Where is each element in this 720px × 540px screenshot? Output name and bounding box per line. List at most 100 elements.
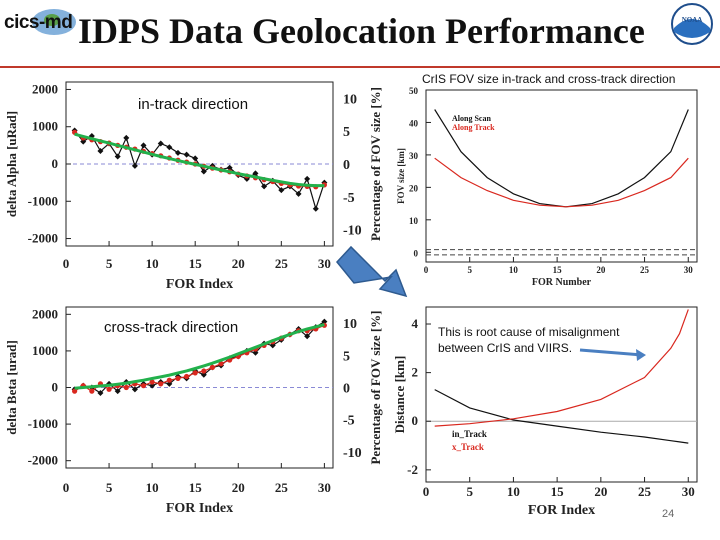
alpha-point-black — [97, 147, 104, 154]
beta-point-black — [131, 386, 138, 393]
fov-xtick-label: 25 — [640, 265, 650, 275]
root-cause-note: This is root cause of misalignment betwe… — [438, 325, 620, 355]
cross-track-label: cross-track direction — [104, 319, 239, 336]
fov-series-along-track — [434, 157, 689, 208]
cics-md-logo: cics-md — [4, 8, 78, 42]
fov-plot-frame — [425, 89, 698, 263]
alpha-point-black — [123, 134, 130, 141]
beta-point-black — [269, 342, 276, 349]
alpha-xtick-label: 20 — [232, 256, 245, 271]
noaa-logo-text: NOAA — [682, 16, 703, 24]
alpha-point-black — [80, 138, 87, 145]
alpha-point-black — [140, 142, 147, 149]
noaa-logo: NOAA — [670, 2, 714, 46]
alpha-point-black — [157, 140, 164, 147]
fov-legend-along-track: Along Track — [452, 123, 495, 132]
alpha-xtick-label: 5 — [106, 256, 113, 271]
beta-point-red — [218, 361, 224, 367]
alpha-point-black — [183, 151, 190, 158]
fov-y-label: FOV size [km] — [396, 148, 406, 204]
distance-ytick-label: 0 — [412, 413, 419, 428]
beta-point-red — [175, 375, 181, 381]
alpha-point-black — [312, 205, 319, 212]
alpha-y2tick-label: 5 — [343, 125, 350, 140]
distance-xtick-label: 15 — [551, 484, 565, 499]
alpha-point-black — [200, 168, 207, 175]
beta-ytick-label: 0 — [52, 380, 59, 395]
beta-y2tick-label: 10 — [343, 317, 357, 332]
alpha-xtick-label: 25 — [275, 256, 289, 271]
alpha-point-black — [252, 170, 259, 177]
beta-xtick-label: 25 — [275, 480, 289, 495]
alpha-y2tick-label: 10 — [343, 92, 357, 107]
beta-point-red — [201, 368, 207, 374]
fov-xtick-label: 15 — [553, 265, 563, 275]
beta-x-label: FOR Index — [166, 501, 233, 516]
alpha-xtick-label: 30 — [318, 256, 331, 271]
alpha-point-black — [295, 190, 302, 197]
alpha-ytick-label: -2000 — [28, 231, 58, 246]
beta-point-black — [97, 389, 104, 396]
beta-point-black — [321, 318, 328, 325]
beta-point-black — [166, 380, 173, 387]
alpha-ytick-label: -1000 — [28, 193, 58, 208]
distance-plot-frame — [425, 306, 698, 483]
alpha-y2tick-label: 0 — [343, 158, 350, 173]
beta-point-red — [158, 381, 164, 387]
alpha-point-black — [131, 162, 138, 169]
alpha-point-black — [174, 149, 181, 156]
alpha-ytick-label: 1000 — [32, 119, 58, 134]
beta-point-red — [123, 384, 129, 391]
alpha-xtick-label: 0 — [63, 256, 70, 271]
beta-xtick-label: 30 — [318, 480, 331, 495]
beta-point-black — [304, 333, 311, 340]
beta-point-red — [149, 379, 155, 385]
alpha-point-black — [114, 153, 121, 160]
beta-ytick-label: -2000 — [28, 453, 58, 468]
in-track-label: in-track direction — [138, 96, 249, 113]
fov-legend-along-scan: Along Scan — [452, 114, 491, 123]
distance-xtick-label: 0 — [423, 484, 430, 499]
beta-ytick-label: 1000 — [32, 343, 58, 358]
alpha-point-black — [192, 155, 199, 162]
beta-point-red — [106, 386, 112, 392]
fov-x-label: FOR Number — [532, 277, 592, 288]
distance-xtick-label: 30 — [682, 484, 695, 499]
distance-ytick-label: -2 — [407, 462, 418, 477]
beta-series-green-fit — [74, 323, 325, 390]
distance-ytick-label: 2 — [412, 365, 419, 380]
fov-ytick-label: 40 — [409, 118, 419, 128]
page-title: IDPS Data Geolocation Performance — [78, 11, 645, 51]
beta-point-black — [149, 382, 156, 389]
fov-xtick-label: 0 — [424, 265, 429, 275]
alpha-point-black — [304, 175, 311, 182]
logo-wordmark: cics-md — [4, 12, 73, 33]
distance-legend-x-track: x_Track — [452, 442, 484, 452]
beta-point-red — [183, 373, 190, 380]
beta-point-red — [89, 388, 95, 394]
beta-point-red — [72, 388, 78, 394]
distance-xtick-label: 20 — [594, 484, 607, 499]
alpha-xtick-label: 15 — [189, 256, 203, 271]
distance-xtick-label: 10 — [507, 484, 520, 499]
diagonal-arrow — [336, 245, 408, 298]
alpha-y2tick-label: -5 — [343, 191, 355, 206]
beta-xtick-label: 5 — [106, 480, 113, 495]
alpha-series-green-fit — [74, 132, 325, 188]
distance-x-label: FOR Index — [528, 503, 595, 518]
fov-size-caption: CrIS FOV size in-track and cross-track d… — [422, 72, 676, 86]
distance-xtick-label: 5 — [466, 484, 473, 499]
distance-y-label: Distance [km] — [392, 356, 407, 434]
beta-point-black — [200, 371, 207, 378]
alpha-y2-label: Percentage of FOV size [%] — [368, 87, 383, 241]
alpha-point-black — [166, 144, 173, 151]
beta-point-red — [140, 383, 147, 389]
beta-y2tick-label: 0 — [343, 382, 350, 397]
fov-xtick-label: 5 — [467, 265, 472, 275]
fov-ytick-label: 0 — [414, 248, 419, 258]
fov-ytick-label: 30 — [409, 151, 419, 161]
annotation-arrow-head — [636, 349, 646, 361]
beta-ytick-label: 2000 — [32, 306, 58, 321]
alpha-point-black — [278, 187, 285, 194]
fov-xtick-label: 10 — [509, 265, 519, 275]
